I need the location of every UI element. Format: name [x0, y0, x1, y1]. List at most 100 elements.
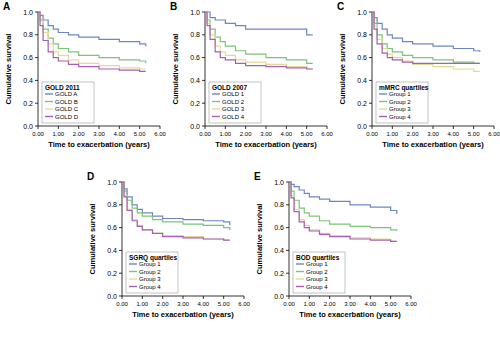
y-tick	[369, 126, 372, 127]
x-tick-label: 4.00	[364, 301, 376, 307]
legend-entry: Group 2	[389, 99, 411, 105]
legend-entry: GOLD B	[55, 99, 78, 105]
x-tick-label: 6.00	[321, 131, 333, 137]
y-tick-label: 0.0	[190, 123, 200, 130]
y-tick	[202, 80, 205, 81]
x-tick	[205, 126, 206, 129]
y-tick-label: 0.4	[107, 247, 117, 254]
survival-line	[205, 12, 313, 63]
x-tick-label: 0.00	[366, 131, 378, 137]
y-tick-label: 1.0	[357, 9, 367, 16]
y-axis	[38, 12, 39, 126]
y-tick	[119, 296, 122, 297]
legend-swatch	[379, 116, 387, 117]
x-tick-label: 1.00	[136, 301, 148, 307]
legend: BOD quartilesGroup 1Group 2Group 3Group …	[293, 252, 345, 293]
survival-line	[205, 12, 313, 69]
legend-entry: Group 3	[306, 276, 328, 282]
legend-swatch	[45, 93, 53, 94]
y-tick	[35, 126, 38, 127]
x-tick	[58, 126, 59, 129]
y-tick	[202, 126, 205, 127]
x-tick-label: 3.00	[93, 131, 105, 137]
legend: GOLD 2011GOLD AGOLD BGOLD CGOLD D	[42, 82, 94, 123]
y-tick-label: 0.6	[23, 54, 33, 61]
legend-entry: Group 1	[389, 91, 411, 97]
plot-area	[122, 182, 230, 240]
y-tick	[119, 250, 122, 251]
y-tick	[35, 57, 38, 58]
x-tick	[494, 126, 495, 129]
legend-swatch	[129, 278, 137, 279]
y-tick-label: 1.0	[190, 9, 200, 16]
legend: SGRQ quartilesGroup 1Group 2Group 3Group…	[126, 252, 178, 293]
legend-swatch	[212, 108, 220, 109]
y-tick-label: 0.4	[274, 247, 284, 254]
y-axis-label: Cumulative survival	[4, 34, 13, 105]
y-tick	[286, 204, 289, 205]
x-tick-label: 1.00	[303, 301, 315, 307]
y-tick	[202, 103, 205, 104]
x-tick	[286, 126, 287, 129]
panel: B0.00.20.40.60.81.00.001.002.003.004.005…	[167, 0, 333, 167]
plot-area	[205, 12, 313, 69]
x-axis-label: Time to exacerbation (years)	[299, 310, 401, 319]
panel-label: C	[337, 1, 344, 12]
x-tick-label: 2.00	[324, 301, 336, 307]
y-tick	[286, 227, 289, 228]
survival-line	[372, 12, 480, 63]
x-tick	[309, 296, 310, 299]
x-tick	[245, 126, 246, 129]
y-tick	[202, 12, 205, 13]
x-tick	[225, 126, 226, 129]
legend-swatch	[379, 93, 387, 94]
legend-box	[126, 252, 178, 293]
x-tick	[99, 126, 100, 129]
x-tick	[203, 296, 204, 299]
x-tick	[350, 296, 351, 299]
plot-area	[372, 12, 480, 71]
legend-entry: Group 4	[389, 114, 411, 120]
y-tick-label: 0.8	[107, 201, 117, 208]
legend-entry: Group 2	[139, 269, 161, 275]
y-tick-label: 0.4	[23, 77, 33, 84]
legend-swatch	[45, 116, 53, 117]
x-tick-label: 3.00	[344, 301, 356, 307]
survival-line	[38, 12, 146, 63]
x-tick	[223, 296, 224, 299]
y-tick	[369, 57, 372, 58]
survival-line	[38, 12, 146, 46]
y-tick-label: 0.0	[357, 123, 367, 130]
legend-entry: GOLD 1	[222, 91, 245, 97]
y-tick-label: 0.4	[357, 77, 367, 84]
panel: E0.00.20.40.60.81.00.001.002.003.004.005…	[251, 170, 417, 337]
x-tick	[329, 296, 330, 299]
legend-swatch	[296, 278, 304, 279]
x-axis-label: Time to exacerbation (years)	[215, 140, 317, 149]
legend-entry: Group 3	[389, 106, 411, 112]
survival-line	[205, 12, 313, 69]
survival-line	[38, 12, 146, 71]
y-tick-label: 0.8	[274, 201, 284, 208]
survival-line	[38, 12, 146, 69]
x-tick	[289, 296, 290, 299]
legend-swatch	[129, 286, 137, 287]
legend-entry: Group 1	[306, 261, 328, 267]
panel: A0.00.20.40.60.81.00.001.002.003.004.005…	[0, 0, 166, 167]
legend-swatch	[212, 116, 220, 117]
legend: mMRC quartilesGroup 1Group 2Group 3Group…	[376, 82, 429, 123]
x-tick-label: 6.00	[488, 131, 500, 137]
x-tick	[473, 126, 474, 129]
legend-swatch	[296, 271, 304, 272]
panel: C0.00.20.40.60.81.00.001.002.003.004.005…	[334, 0, 500, 167]
legend-entry: GOLD A	[55, 91, 77, 97]
y-tick	[286, 273, 289, 274]
y-tick	[369, 103, 372, 104]
x-tick-label: 5.00	[218, 301, 230, 307]
legend-entry: GOLD 3	[222, 106, 245, 112]
y-tick-label: 0.2	[357, 100, 367, 107]
y-tick-label: 0.0	[274, 293, 284, 300]
panel-label: A	[3, 1, 10, 12]
y-tick-label: 0.6	[357, 54, 367, 61]
y-axis	[205, 12, 206, 126]
